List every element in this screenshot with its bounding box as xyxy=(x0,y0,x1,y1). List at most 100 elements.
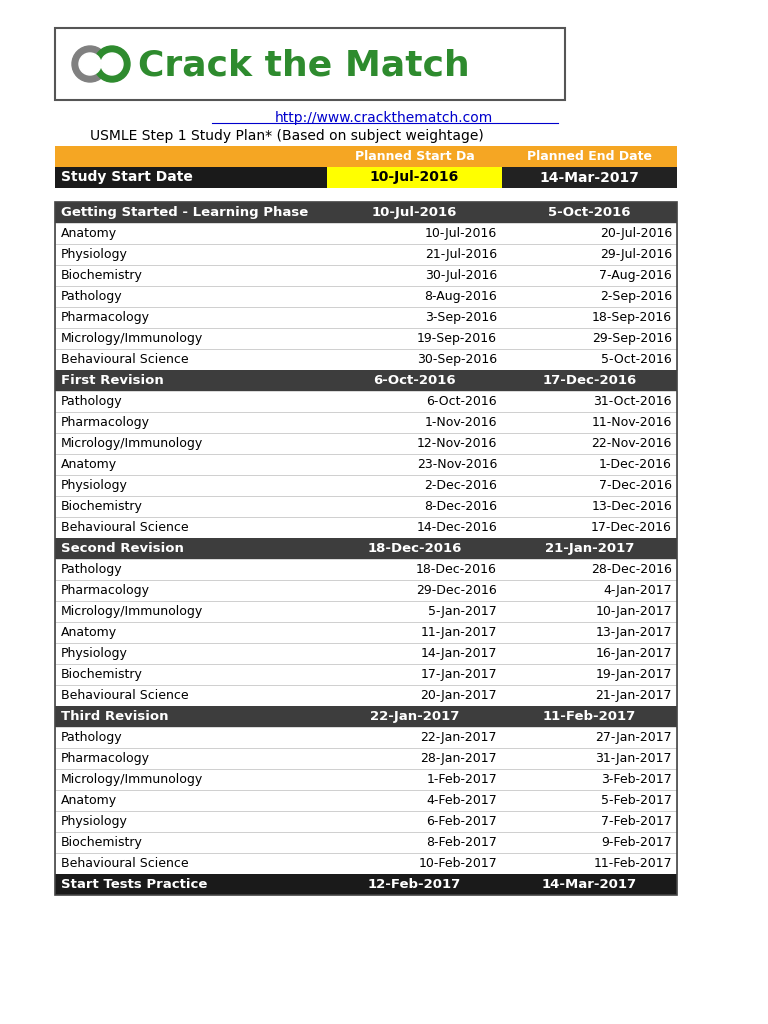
Text: 3-Sep-2016: 3-Sep-2016 xyxy=(425,311,497,324)
Text: 18-Dec-2016: 18-Dec-2016 xyxy=(416,563,497,575)
Bar xyxy=(55,349,677,370)
Text: Planned End Date: Planned End Date xyxy=(527,150,652,163)
Text: First Revision: First Revision xyxy=(61,374,164,387)
Text: 21-Jul-2016: 21-Jul-2016 xyxy=(425,248,497,261)
Text: Pharmacology: Pharmacology xyxy=(61,584,150,597)
Bar xyxy=(55,685,677,706)
Text: 27-Jan-2017: 27-Jan-2017 xyxy=(595,731,672,744)
Text: Behavioural Science: Behavioural Science xyxy=(61,689,189,702)
Bar xyxy=(55,223,677,244)
Text: 31-Jan-2017: 31-Jan-2017 xyxy=(595,752,672,765)
Text: Getting Started - Learning Phase: Getting Started - Learning Phase xyxy=(61,206,308,219)
Bar xyxy=(55,790,677,811)
Text: Pharmacology: Pharmacology xyxy=(61,752,150,765)
Text: 20-Jan-2017: 20-Jan-2017 xyxy=(420,689,497,702)
Text: 10-Jan-2017: 10-Jan-2017 xyxy=(595,605,672,618)
Bar xyxy=(327,167,502,188)
Bar xyxy=(55,538,677,559)
Text: 30-Sep-2016: 30-Sep-2016 xyxy=(417,353,497,366)
Text: 28-Jan-2017: 28-Jan-2017 xyxy=(420,752,497,765)
Bar xyxy=(55,265,677,286)
Text: 11-Jan-2017: 11-Jan-2017 xyxy=(421,626,497,639)
Bar xyxy=(55,706,677,727)
Text: 22-Jan-2017: 22-Jan-2017 xyxy=(421,731,497,744)
Circle shape xyxy=(94,46,130,82)
Text: Pathology: Pathology xyxy=(61,290,123,303)
Text: Micrology/Immunology: Micrology/Immunology xyxy=(61,605,204,618)
Text: 11-Feb-2017: 11-Feb-2017 xyxy=(594,857,672,870)
Text: 12-Feb-2017: 12-Feb-2017 xyxy=(368,878,461,891)
Text: 29-Jul-2016: 29-Jul-2016 xyxy=(600,248,672,261)
Text: Pharmacology: Pharmacology xyxy=(61,311,150,324)
Bar xyxy=(55,580,677,601)
Bar xyxy=(55,370,677,391)
Text: 5-Oct-2016: 5-Oct-2016 xyxy=(601,353,672,366)
Text: 17-Dec-2016: 17-Dec-2016 xyxy=(542,374,637,387)
Bar xyxy=(55,517,677,538)
Text: Anatomy: Anatomy xyxy=(61,626,118,639)
Text: USMLE Step 1 Study Plan* (Based on subject weightage): USMLE Step 1 Study Plan* (Based on subje… xyxy=(90,129,484,143)
Text: Second Revision: Second Revision xyxy=(61,542,184,555)
Text: Biochemistry: Biochemistry xyxy=(61,668,143,681)
Text: 6-Oct-2016: 6-Oct-2016 xyxy=(373,374,456,387)
Text: 14-Mar-2017: 14-Mar-2017 xyxy=(542,878,637,891)
Text: 19-Sep-2016: 19-Sep-2016 xyxy=(417,332,497,345)
Text: 23-Nov-2016: 23-Nov-2016 xyxy=(416,458,497,471)
Bar xyxy=(55,831,677,853)
Text: Anatomy: Anatomy xyxy=(61,227,118,240)
Bar xyxy=(55,307,677,328)
Bar xyxy=(55,559,677,580)
Text: Study Start Date: Study Start Date xyxy=(61,171,193,184)
Bar xyxy=(55,328,677,349)
Text: Planned Start Da: Planned Start Da xyxy=(355,150,475,163)
Bar xyxy=(55,496,677,517)
Bar xyxy=(55,454,677,475)
Text: 13-Jan-2017: 13-Jan-2017 xyxy=(595,626,672,639)
Text: 5-Jan-2017: 5-Jan-2017 xyxy=(429,605,497,618)
Text: 3-Feb-2017: 3-Feb-2017 xyxy=(601,773,672,786)
Text: 11-Feb-2017: 11-Feb-2017 xyxy=(543,710,636,723)
Text: Anatomy: Anatomy xyxy=(61,458,118,471)
Text: 17-Dec-2016: 17-Dec-2016 xyxy=(591,521,672,534)
Bar xyxy=(55,167,677,188)
Text: 1-Nov-2016: 1-Nov-2016 xyxy=(425,416,497,429)
Text: 10-Jul-2016: 10-Jul-2016 xyxy=(372,206,457,219)
Text: Physiology: Physiology xyxy=(61,647,128,660)
Text: 16-Jan-2017: 16-Jan-2017 xyxy=(595,647,672,660)
Bar xyxy=(55,202,677,895)
Text: 22-Nov-2016: 22-Nov-2016 xyxy=(591,437,672,450)
Text: 5-Oct-2016: 5-Oct-2016 xyxy=(548,206,631,219)
Text: 10-Jul-2016: 10-Jul-2016 xyxy=(370,171,459,184)
Text: 6-Oct-2016: 6-Oct-2016 xyxy=(426,395,497,408)
Text: Biochemistry: Biochemistry xyxy=(61,269,143,282)
Text: 4-Jan-2017: 4-Jan-2017 xyxy=(604,584,672,597)
Text: Behavioural Science: Behavioural Science xyxy=(61,857,189,870)
Text: 20-Jul-2016: 20-Jul-2016 xyxy=(600,227,672,240)
Text: Micrology/Immunology: Micrology/Immunology xyxy=(61,437,204,450)
Text: 18-Sep-2016: 18-Sep-2016 xyxy=(592,311,672,324)
Bar xyxy=(55,601,677,622)
Text: 2-Dec-2016: 2-Dec-2016 xyxy=(424,479,497,492)
Text: 7-Aug-2016: 7-Aug-2016 xyxy=(599,269,672,282)
Text: 8-Aug-2016: 8-Aug-2016 xyxy=(424,290,497,303)
Text: Pathology: Pathology xyxy=(61,395,123,408)
Text: 9-Feb-2017: 9-Feb-2017 xyxy=(601,836,672,849)
Text: 21-Jan-2017: 21-Jan-2017 xyxy=(545,542,634,555)
Text: Biochemistry: Biochemistry xyxy=(61,836,143,849)
Text: 22-Jan-2017: 22-Jan-2017 xyxy=(370,710,459,723)
Text: http://www.crackthematch.com: http://www.crackthematch.com xyxy=(275,111,493,125)
Bar xyxy=(55,391,677,412)
Text: 7-Feb-2017: 7-Feb-2017 xyxy=(601,815,672,828)
Text: 1-Feb-2017: 1-Feb-2017 xyxy=(426,773,497,786)
Text: 8-Dec-2016: 8-Dec-2016 xyxy=(424,500,497,513)
Circle shape xyxy=(72,46,108,82)
Text: Behavioural Science: Behavioural Science xyxy=(61,521,189,534)
Text: 14-Dec-2016: 14-Dec-2016 xyxy=(416,521,497,534)
Text: 8-Feb-2017: 8-Feb-2017 xyxy=(426,836,497,849)
Text: 2-Sep-2016: 2-Sep-2016 xyxy=(600,290,672,303)
Text: 18-Dec-2016: 18-Dec-2016 xyxy=(367,542,462,555)
Bar xyxy=(55,202,677,223)
Text: 29-Sep-2016: 29-Sep-2016 xyxy=(592,332,672,345)
Text: 28-Dec-2016: 28-Dec-2016 xyxy=(591,563,672,575)
Text: Behavioural Science: Behavioural Science xyxy=(61,353,189,366)
